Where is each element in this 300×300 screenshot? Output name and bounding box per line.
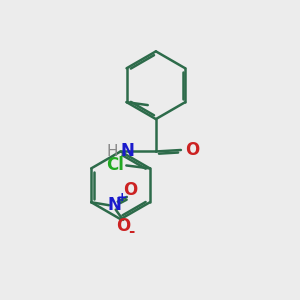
Text: H: H: [106, 144, 118, 159]
Text: N: N: [121, 142, 135, 160]
Text: -: -: [128, 224, 134, 239]
Text: O: O: [185, 141, 200, 159]
Text: +: +: [116, 191, 127, 204]
Text: O: O: [123, 182, 137, 200]
Text: O: O: [116, 217, 130, 235]
Text: N: N: [107, 196, 121, 214]
Text: Cl: Cl: [106, 157, 124, 175]
